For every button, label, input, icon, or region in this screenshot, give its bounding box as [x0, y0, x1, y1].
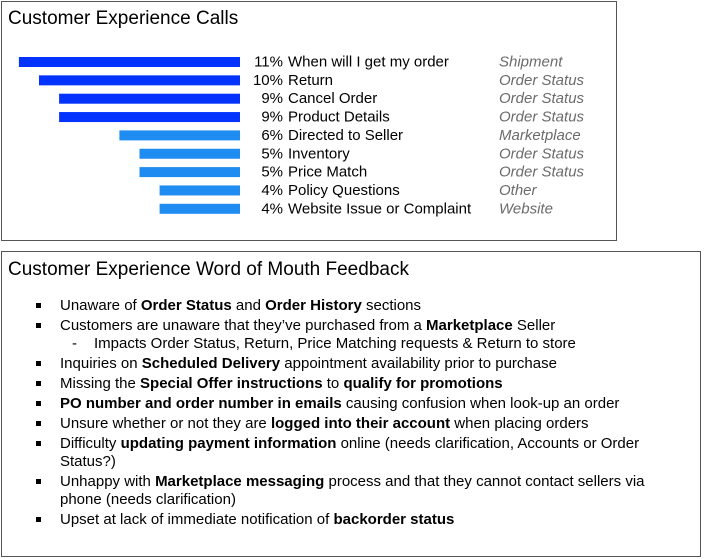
feedback-item: Difficulty updating payment information …	[30, 435, 690, 471]
feedback-item: Missing the Special Offer instructions t…	[30, 375, 690, 393]
bar-group-label: Website	[499, 200, 553, 217]
feedback-emphasis: updating payment information	[120, 435, 337, 452]
feedback-text: sections	[361, 297, 422, 314]
feedback-text: Difficulty	[60, 435, 121, 452]
feedback-emphasis: qualify for promotions	[343, 375, 503, 392]
bar-value-label: 5%	[261, 164, 283, 181]
bar-group-label: Other	[499, 182, 538, 199]
bar-value-label: 9%	[261, 109, 283, 126]
feedback-subitem-text: Impacts Order Status, Return, Price Matc…	[94, 335, 576, 352]
bar-6	[139, 167, 240, 178]
feedback-text: Unhappy with	[60, 473, 156, 490]
feedback-text: Upset at lack of immediate notification …	[60, 511, 334, 528]
bar-group-label: Order Status	[499, 164, 585, 181]
bar-group-label: Marketplace	[499, 127, 581, 144]
bar-category-label: Price Match	[288, 164, 367, 181]
calls-panel: Customer Experience Calls 11% When will I…	[1, 1, 617, 241]
bar-category-label: Directed to Seller	[288, 127, 403, 144]
feedback-text: to	[322, 375, 344, 392]
word-of-mouth-title: Customer Experience Word of Mouth Feedba…	[8, 259, 409, 280]
feedback-item: Customers are unaware that they’ve purch…	[30, 317, 690, 353]
feedback-emphasis: Special Offer instructions	[140, 375, 323, 392]
bar-group-label: Shipment	[499, 54, 563, 71]
bar-8	[159, 203, 240, 214]
bar-value-label: 11%	[254, 54, 283, 71]
bar-5	[139, 148, 240, 159]
feedback-text: appointment availability prior to purcha…	[280, 355, 557, 372]
bullet-icon	[36, 323, 41, 328]
feedback-text: Inquiries on	[60, 355, 142, 372]
feedback-text: when placing orders	[450, 415, 589, 432]
bullet-icon	[36, 517, 41, 522]
bar-value-label: 5%	[261, 145, 283, 162]
bar-value-label: 9%	[261, 90, 283, 107]
feedback-text: Unsure whether or not they are	[60, 415, 271, 432]
bar-category-label: Product Details	[288, 109, 390, 126]
bullet-icon	[36, 441, 41, 446]
feedback-text: and	[231, 297, 266, 314]
bar-category-label: Return	[288, 72, 333, 89]
dash-icon: -	[72, 335, 77, 352]
feedback-emphasis: Order History	[265, 297, 362, 314]
bar-category-label: Inventory	[288, 145, 350, 162]
bullet-icon	[36, 421, 41, 426]
feedback-item: PO number and order number in emails cau…	[30, 395, 690, 413]
bar-category-label: Policy Questions	[288, 182, 400, 199]
bar-value-label: 6%	[261, 127, 283, 144]
bullet-icon	[36, 401, 41, 406]
bar-2	[59, 93, 240, 104]
bullet-icon	[36, 303, 41, 308]
bar-3	[59, 112, 240, 123]
feedback-item: Unhappy with Marketplace messaging proce…	[30, 473, 690, 509]
word-of-mouth-panel: Customer Experience Word of Mouth Feedba…	[1, 251, 701, 557]
bar-group-label: Order Status	[499, 90, 585, 107]
calls-title: Customer Experience Calls	[8, 8, 239, 29]
bar-value-label: 4%	[261, 182, 283, 199]
feedback-text: causing confusion when look-up an order	[341, 395, 620, 412]
bar-7	[159, 185, 240, 196]
bar-value-label: 10%	[253, 72, 283, 89]
feedback-emphasis: Order Status	[140, 297, 232, 314]
feedback-emphasis: logged into their account	[270, 415, 451, 432]
bar-value-label: 4%	[261, 200, 283, 217]
feedback-item: Upset at lack of immediate notification …	[30, 511, 690, 529]
bullet-icon	[36, 381, 41, 386]
bullet-icon	[36, 361, 41, 366]
feedback-emphasis: Scheduled Delivery	[141, 355, 281, 372]
feedback-text: Missing the	[60, 375, 141, 392]
feedback-text: Seller	[512, 317, 556, 334]
bar-category-label: Cancel Order	[288, 90, 377, 107]
feedback-sublist: - Impacts Order Status, Return, Price Mat…	[60, 335, 690, 353]
bar-group-label: Order Status	[499, 72, 585, 89]
feedback-emphasis: backorder status	[333, 511, 455, 528]
feedback-text: process and that they cannot contact sel…	[60, 473, 645, 508]
feedback-text: Customers are unaware that they’ve purch…	[60, 317, 427, 334]
feedback-list: Unaware of Order Status and Order Histor…	[30, 297, 690, 531]
feedback-emphasis: PO number and order number in emails	[60, 395, 342, 412]
feedback-text: online (needs clarification, Accounts or…	[60, 435, 640, 470]
calls-bar-chart: 11% When will I get my order Shipment 10% Re…	[18, 54, 585, 217]
feedback-emphasis: Marketplace messaging	[155, 473, 325, 490]
feedback-text: Unaware of	[60, 297, 141, 314]
feedback-item: Unsure whether or not they are logged in…	[30, 415, 690, 433]
feedback-item: Unaware of Order Status and Order Histor…	[30, 297, 690, 315]
feedback-subitem: - Impacts Order Status, Return, Price Mat…	[70, 335, 690, 353]
bullet-icon	[36, 479, 41, 484]
bar-1	[39, 75, 240, 86]
feedback-item: Inquiries on Scheduled Delivery appointm…	[30, 355, 690, 373]
bar-category-label: Website Issue or Complaint	[288, 200, 472, 217]
bar-group-label: Order Status	[499, 145, 585, 162]
bar-0	[18, 57, 241, 67]
bar-4	[119, 130, 240, 141]
feedback-emphasis: Marketplace	[426, 317, 513, 334]
bar-group-label: Order Status	[499, 109, 585, 126]
bar-category-label: When will I get my order	[288, 54, 449, 71]
